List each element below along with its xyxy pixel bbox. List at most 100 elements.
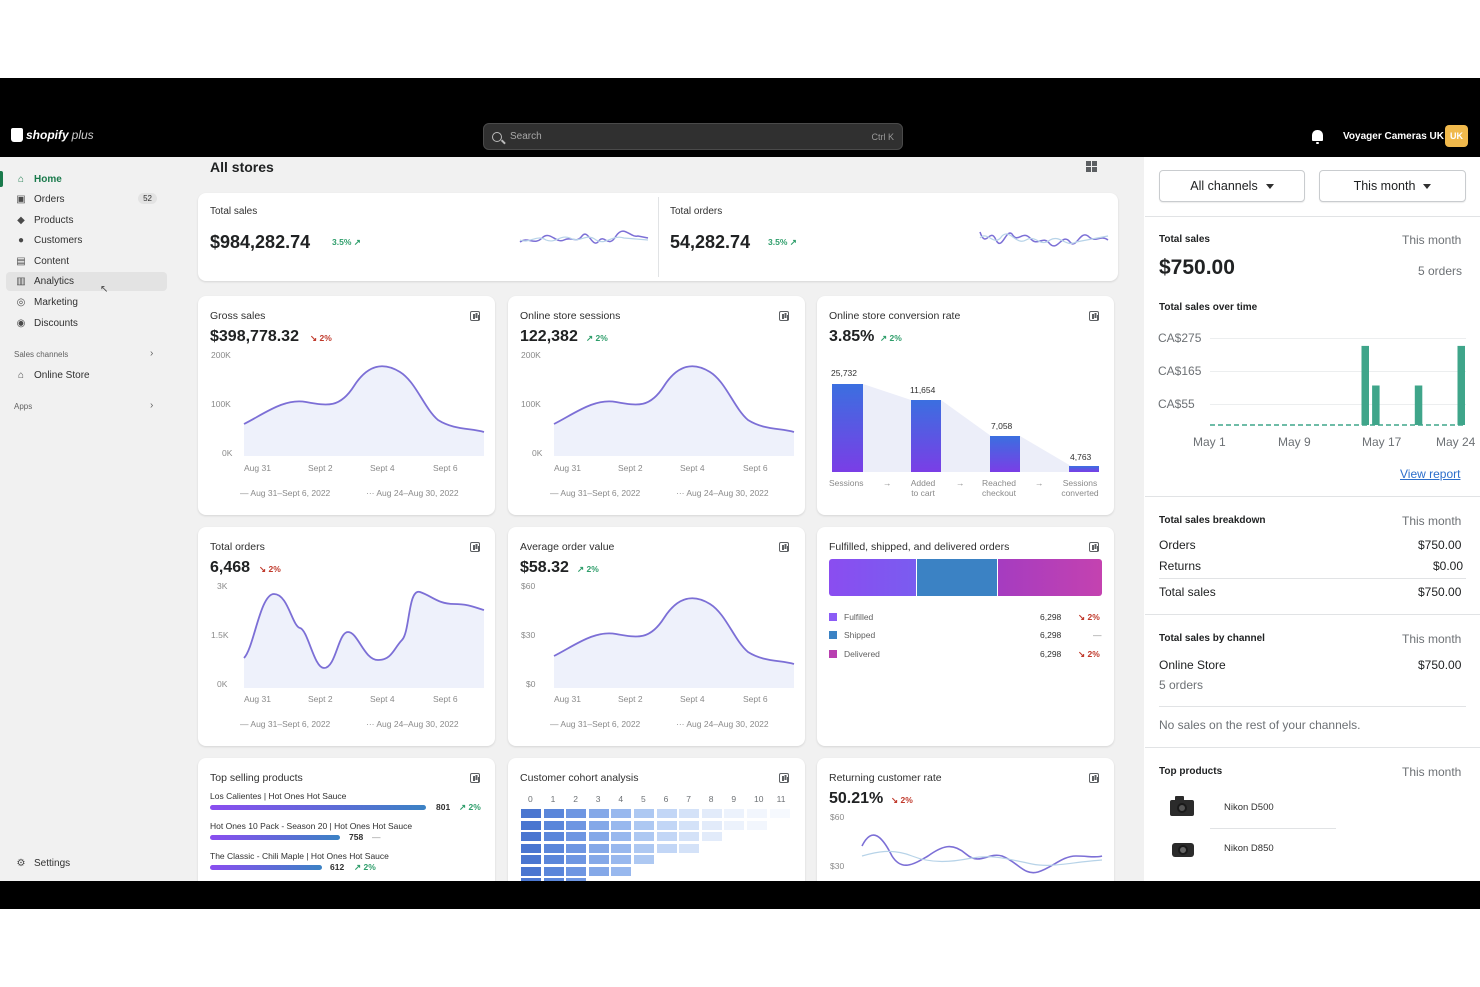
cohort-cell — [633, 842, 655, 854]
delivered-delta: ↘ 2% — [1078, 649, 1100, 659]
total-sales-delta: 3.5% ↗ — [332, 237, 361, 247]
sidebar-item-online-store[interactable]: ⌂ Online Store — [17, 370, 90, 381]
search-shortcut: Ctrl K — [871, 131, 895, 142]
sidebar-item-content[interactable]: ▤ Content — [16, 256, 70, 267]
shopify-logo[interactable]: shopify plus — [11, 128, 94, 142]
chart-icon[interactable] — [1089, 311, 1099, 321]
top-product-name[interactable]: Nikon D500 — [1224, 802, 1274, 813]
sidebar-item-settings[interactable]: ⚙ Settings — [16, 858, 71, 869]
total-orders-value: 54,282.74 — [670, 232, 751, 252]
camera-icon — [1168, 796, 1196, 818]
period-select[interactable]: This month — [1319, 170, 1466, 202]
funnel-value: 4,763 — [1070, 452, 1092, 462]
search-placeholder: Search — [510, 131, 542, 142]
cohort-title: Customer cohort analysis — [520, 772, 639, 784]
total-sales-sparkline — [519, 230, 649, 244]
cohort-cell — [610, 819, 633, 831]
y-tick: 100K — [521, 399, 541, 409]
total-sales-value: $984,282.74 — [210, 232, 311, 252]
fulfilled-segment — [829, 559, 916, 596]
chart-icon[interactable] — [779, 542, 789, 552]
total-sales-title: Total sales — [210, 206, 258, 217]
shipped-swatch — [829, 631, 837, 639]
view-report-link[interactable]: View report — [1400, 467, 1461, 481]
divider — [1145, 747, 1480, 748]
funnel-bar-added — [911, 400, 941, 472]
y-tick: CA$55 — [1158, 397, 1195, 411]
funnel-value: 25,732 — [831, 368, 857, 378]
y-tick: 0K — [222, 448, 233, 458]
chart-icon[interactable] — [470, 773, 480, 783]
chart-icon[interactable] — [470, 542, 480, 552]
apps-label[interactable]: Apps — [14, 402, 33, 411]
x-tick: May 24 — [1436, 435, 1476, 449]
x-tick: Aug 31 — [244, 463, 271, 473]
sidebar-item-analytics[interactable]: ▥ Analytics — [6, 272, 167, 291]
cohort-cell — [655, 831, 678, 842]
store-avatar[interactable]: UK — [1445, 125, 1468, 147]
arrow-right-icon: → — [1035, 478, 1044, 488]
cohort-cell — [542, 819, 565, 831]
chart-icon[interactable] — [1089, 542, 1099, 552]
product-value: 758 — [349, 832, 364, 842]
cohort-cell — [655, 808, 678, 819]
x-tick: Sept 6 — [433, 694, 458, 704]
y-tick: 100K — [211, 399, 231, 409]
x-tick: Sept 4 — [680, 463, 705, 473]
search-input[interactable]: Search Ctrl K — [483, 123, 903, 150]
grid-icon[interactable] — [1086, 161, 1097, 172]
channel-value: $750.00 — [1418, 658, 1462, 672]
returning-value: 50.21% — [829, 790, 884, 807]
cohort-column-label: 7 — [686, 794, 691, 804]
y-tick: 0K — [217, 679, 228, 689]
y-tick: CA$275 — [1158, 331, 1202, 345]
channel-select[interactable]: All channels — [1159, 170, 1305, 202]
sidebar-item-customers[interactable]: ● Customers — [17, 235, 83, 246]
cohort-cell — [565, 808, 588, 819]
cohort-cell — [655, 842, 678, 854]
y-tick: $60 — [830, 812, 845, 822]
active-indicator — [0, 171, 3, 187]
chart-icon[interactable] — [779, 773, 789, 783]
cohort-cell — [587, 808, 610, 819]
cohort-column-label: 6 — [663, 794, 669, 804]
cohort-column-label: 11 — [776, 794, 786, 804]
chart-icon[interactable] — [1089, 773, 1099, 783]
sidebar-item-products[interactable]: ◆ Products — [17, 215, 74, 226]
store-name[interactable]: Voyager Cameras UK — [1343, 131, 1444, 142]
bell-icon[interactable] — [1312, 130, 1323, 144]
breakdown-label: Returns — [1159, 559, 1202, 573]
sales-over-time-title: Total sales over time — [1159, 302, 1258, 313]
cohort-cell — [587, 842, 610, 854]
sidebar-item-home[interactable]: ⌂ Home — [17, 174, 62, 185]
total-orders-delta: 3.5% ↗ — [768, 237, 797, 247]
chevron-right-icon[interactable]: › — [150, 348, 154, 359]
funnel-value: 11,654 — [910, 385, 936, 395]
shipped-delta: — — [1093, 630, 1102, 640]
x-tick: Sept 6 — [743, 694, 768, 704]
chevron-right-icon[interactable]: › — [150, 400, 154, 411]
cohort-column-label: 2 — [573, 794, 578, 804]
cohort-cell — [587, 819, 610, 831]
breakdown-value: $750.00 — [1418, 538, 1462, 552]
sidebar-item-marketing[interactable]: ◎ Marketing — [16, 297, 78, 308]
sidebar-item-orders[interactable]: ▣ Orders 52 — [6, 190, 167, 209]
fulfilled-swatch — [829, 613, 837, 621]
cohort-cell — [678, 842, 701, 854]
product-bar — [210, 865, 322, 870]
orders-line-chart — [243, 591, 485, 688]
cohort-cell — [542, 865, 565, 877]
cohort-cell — [746, 808, 768, 819]
top-product-name[interactable]: Nikon D850 — [1224, 843, 1274, 854]
chart-icon[interactable] — [779, 311, 789, 321]
divider — [1145, 216, 1480, 217]
sidebar-item-discounts[interactable]: ◉ Discounts — [16, 318, 78, 329]
product-name: Los Calientes | Hot Ones Hot Sauce — [210, 791, 347, 801]
sales-channels-label[interactable]: Sales channels — [14, 350, 69, 359]
cohort-cell — [565, 854, 588, 865]
sessions-title: Online store sessions — [520, 310, 621, 322]
letterbox-top — [0, 0, 1480, 78]
chart-icon[interactable] — [470, 311, 480, 321]
cohort-cell — [587, 831, 610, 842]
arrow-right-icon: → — [883, 478, 892, 488]
